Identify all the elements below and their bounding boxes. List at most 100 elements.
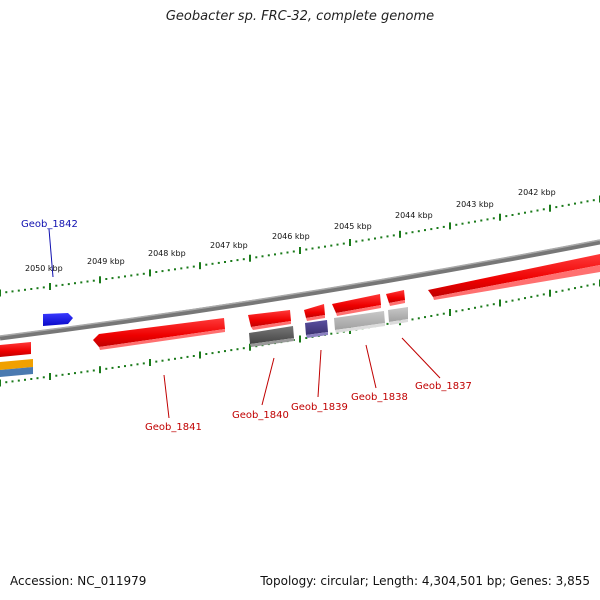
outer-ruler-minor-tick xyxy=(561,204,564,207)
outer-ruler-minor-tick xyxy=(261,255,264,258)
ruler-label-2042: 2042 kbp xyxy=(518,188,556,197)
gene-geob-1837-reverse[interactable] xyxy=(388,307,408,325)
inner-ruler-minor-tick xyxy=(417,317,420,320)
outer-ruler-minor-tick xyxy=(105,278,108,280)
outer-ruler-major-tick xyxy=(449,222,451,230)
outer-ruler-minor-tick xyxy=(367,238,370,241)
gene-geob-1838-forward[interactable] xyxy=(332,294,381,316)
outer-ruler-minor-tick xyxy=(167,269,170,272)
inner-ruler-minor-tick xyxy=(180,356,183,359)
inner-ruler-minor-tick xyxy=(511,299,514,302)
outer-ruler-minor-tick xyxy=(536,209,539,212)
genome-backbone xyxy=(0,239,600,341)
inner-ruler-minor-tick xyxy=(24,378,26,381)
inner-ruler-minor-tick xyxy=(105,367,108,370)
inner-ruler-minor-tick xyxy=(330,332,333,335)
inner-ruler-major-tick xyxy=(149,359,151,366)
outer-ruler-major-tick xyxy=(149,269,151,277)
gene-label-geob-1837[interactable]: Geob_1837 xyxy=(415,381,472,392)
outer-ruler-minor-tick xyxy=(342,242,345,245)
gene-geob-1842-forward[interactable] xyxy=(43,313,73,326)
inner-ruler-major-tick xyxy=(549,289,551,297)
ruler-label-2047: 2047 kbp xyxy=(210,241,248,250)
inner-ruler-major-tick xyxy=(199,351,201,359)
gene-geob-1839-reverse[interactable] xyxy=(305,320,328,338)
backbone-highlight xyxy=(0,239,600,337)
inner-ruler-minor-tick xyxy=(186,355,189,358)
inner-ruler-minor-tick xyxy=(136,363,139,366)
inner-ruler-minor-tick xyxy=(430,315,433,317)
outer-ruler-minor-tick xyxy=(467,221,470,224)
gene-forward-long-right[interactable] xyxy=(428,254,600,300)
outer-ruler-minor-tick xyxy=(586,200,589,203)
outer-ruler-minor-tick xyxy=(374,237,376,240)
outer-ruler-minor-tick xyxy=(574,202,576,205)
accession-label: Accession: NC_011979 xyxy=(10,574,147,588)
gene-label-geob-1840[interactable]: Geob_1840 xyxy=(232,410,289,421)
gene-geob-1840-reverse[interactable] xyxy=(249,326,294,347)
outer-ruler-minor-tick xyxy=(380,236,383,239)
inner-ruler-minor-tick xyxy=(480,305,483,308)
outer-ruler-minor-tick xyxy=(392,234,395,237)
inner-ruler-minor-tick xyxy=(111,366,114,369)
outer-ruler-minor-tick xyxy=(11,290,14,293)
outer-ruler-minor-tick xyxy=(455,223,458,226)
outer-ruler-minor-tick xyxy=(42,286,45,289)
gene-label-geob-1838[interactable]: Geob_1838 xyxy=(351,392,408,403)
outer-ruler-major-tick xyxy=(299,247,301,254)
inner-ruler-minor-tick xyxy=(486,304,489,307)
outer-ruler-major-tick xyxy=(499,213,501,221)
outer-ruler-minor-tick xyxy=(217,261,220,264)
outer-ruler-minor-tick xyxy=(86,280,89,283)
inner-ruler-minor-tick xyxy=(411,318,414,321)
gene-left-edge-steel[interactable] xyxy=(0,367,33,377)
inner-ruler-minor-tick xyxy=(536,294,539,297)
gene-label-group: Geob_1842 Geob_1841 Geob_1840 Geob_1839 … xyxy=(21,219,472,433)
inner-ruler-minor-tick xyxy=(11,380,14,383)
outer-ruler-minor-tick xyxy=(92,279,95,282)
inner-ruler-minor-tick xyxy=(192,355,195,357)
gene-geob-1837-forward[interactable] xyxy=(386,290,405,306)
inner-ruler-minor-tick xyxy=(224,350,226,353)
ruler-label-2043: 2043 kbp xyxy=(456,200,494,209)
topology-summary: Topology: circular; Length: 4,304,501 bp… xyxy=(260,574,590,588)
ruler-label-2049: 2049 kbp xyxy=(87,257,125,266)
inner-ruler-minor-tick xyxy=(461,309,464,312)
outer-ruler-minor-tick xyxy=(417,230,420,233)
inner-ruler-minor-tick xyxy=(167,358,170,361)
inner-ruler-minor-tick xyxy=(36,377,39,380)
inner-ruler-minor-tick xyxy=(524,297,526,300)
outer-ruler-major-tick xyxy=(0,289,1,297)
outer-ruler-minor-tick xyxy=(492,217,495,220)
outer-ruler-minor-tick xyxy=(336,243,339,246)
gene-left-edge-red[interactable] xyxy=(0,342,31,357)
inner-ruler-minor-tick xyxy=(92,369,95,372)
gene-label-geob-1839[interactable]: Geob_1839 xyxy=(291,402,348,413)
gene-label-geob-1842[interactable]: Geob_1842 xyxy=(21,219,78,230)
map-title: Geobacter sp. FRC-32, complete genome xyxy=(165,9,435,24)
outer-ruler-minor-tick xyxy=(174,268,176,271)
gene-geob-1839-forward[interactable] xyxy=(304,304,325,321)
outer-ruler-major-tick xyxy=(349,239,351,246)
position-ruler xyxy=(0,195,600,387)
inner-ruler-minor-tick xyxy=(30,378,33,380)
gene-left-edge-orange[interactable] xyxy=(0,359,33,370)
gene-geob-1840-forward[interactable] xyxy=(248,310,291,330)
outer-ruler-minor-tick xyxy=(505,215,508,218)
gene-features xyxy=(0,254,600,377)
inner-ruler-minor-tick xyxy=(124,365,126,368)
outer-ruler-minor-tick xyxy=(461,222,464,225)
outer-ruler-minor-tick xyxy=(74,282,76,285)
gene-label-geob-1841[interactable]: Geob_1841 xyxy=(145,422,202,433)
inner-ruler-minor-tick xyxy=(242,347,245,350)
inner-ruler-minor-tick xyxy=(436,313,439,316)
gene-geob-1838-reverse[interactable] xyxy=(334,311,385,333)
inner-ruler-minor-tick xyxy=(567,288,570,291)
outer-ruler-minor-tick xyxy=(430,228,433,231)
inner-ruler-minor-tick xyxy=(492,303,495,306)
outer-ruler-minor-tick xyxy=(111,277,114,280)
inner-ruler-minor-tick xyxy=(5,381,8,384)
gene-geob-1841-reverse[interactable] xyxy=(93,318,225,350)
